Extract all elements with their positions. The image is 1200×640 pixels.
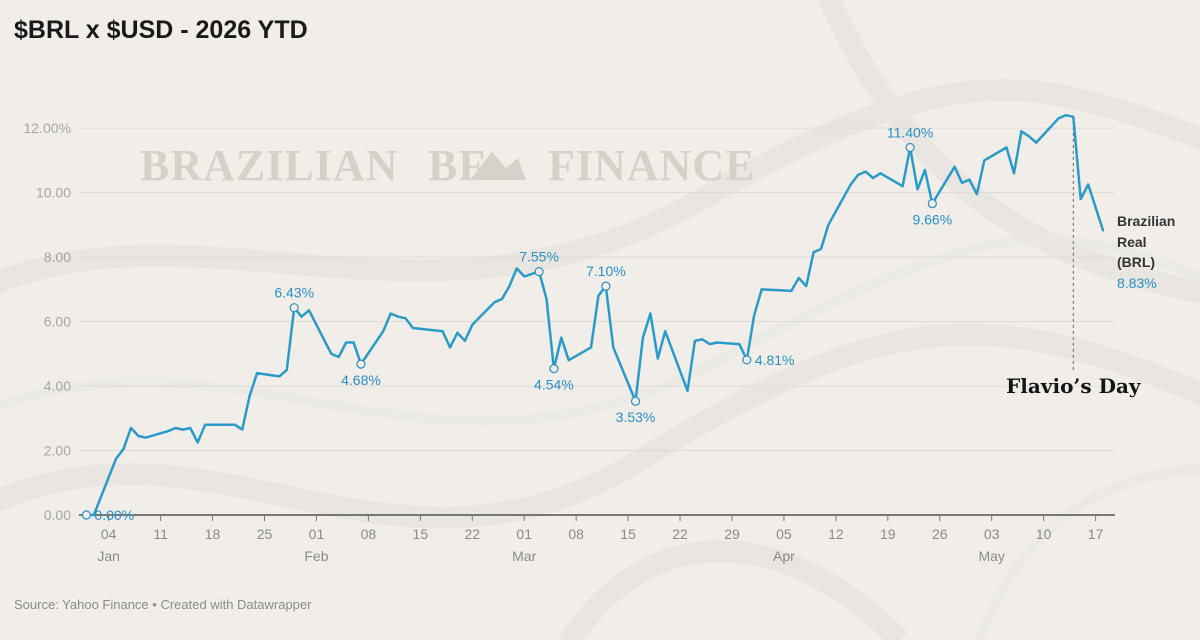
annotation-label: 11.40% <box>887 124 933 140</box>
annotation-label: 4.54% <box>534 377 574 393</box>
annotation-point <box>289 303 299 313</box>
annotation-label: 4.81% <box>755 352 795 368</box>
annotation-label: 0.00% <box>94 507 134 523</box>
annotation-label: 7.55% <box>519 249 559 265</box>
annotation-point <box>742 355 752 365</box>
x-month-label: Feb <box>304 548 328 564</box>
y-tick-label: 0.00 <box>44 507 71 523</box>
annotation-point <box>534 266 544 277</box>
x-tick-label: 01 <box>516 526 532 542</box>
series-name: Brazilian Real (BRL) <box>1117 213 1179 270</box>
annotation-label: 6.43% <box>274 285 314 301</box>
y-tick-label: 6.00 <box>44 314 71 330</box>
annotation-point <box>81 510 92 520</box>
x-tick-label: 04 <box>101 526 117 542</box>
x-month-label: Jan <box>97 548 120 564</box>
annotation-label: 3.53% <box>616 409 656 425</box>
x-tick-label: 18 <box>205 526 221 542</box>
x-tick-label: 10 <box>1036 526 1052 542</box>
annotation-point <box>630 396 641 406</box>
watermark-logo: BF <box>428 141 526 190</box>
event-marker-label: Flavio’s Day <box>1006 374 1142 398</box>
y-tick-label: 2.00 <box>44 443 71 459</box>
y-grid <box>79 127 1115 516</box>
source-note: Source: Yahoo Finance • Created with Dat… <box>14 597 312 612</box>
x-tick-label: 05 <box>776 526 792 542</box>
x-axis: 04 Jan 11 18 25 01 Feb 08 15 22 01 Mar 08 15 22 29 05 Apr… <box>97 515 1104 564</box>
y-tick-label: 12.00% <box>24 120 71 136</box>
annotation-point <box>905 142 915 153</box>
x-tick-label: 22 <box>672 526 688 542</box>
watermark: BRAZILIAN BF FINANCE <box>140 141 755 190</box>
annotation-label: 4.68% <box>341 372 381 388</box>
x-tick-label: 08 <box>568 526 584 542</box>
annotation-label: 9.66% <box>912 212 952 228</box>
series-end-value: 8.83% <box>1117 275 1157 291</box>
annotations: 0.00% 6.43% 4.68% 7.55% 4.54% 7.10% 3.53% 4.81%… <box>81 124 952 523</box>
x-tick-label: 15 <box>620 526 636 542</box>
watermark-text-left: BRAZILIAN <box>140 141 398 190</box>
x-month-label: Apr <box>773 548 795 564</box>
svg-text:BF: BF <box>428 141 486 190</box>
x-tick-label: 26 <box>932 526 948 542</box>
x-tick-label: 22 <box>464 526 480 542</box>
x-tick-label: 12 <box>828 526 844 542</box>
x-tick-label: 25 <box>257 526 273 542</box>
series-end-label: Brazilian Real (BRL) 8.83% <box>1117 213 1179 291</box>
x-tick-label: 19 <box>880 526 896 542</box>
x-tick-label: 08 <box>361 526 377 542</box>
watermark-text-right: FINANCE <box>548 141 755 190</box>
x-tick-label: 11 <box>153 526 168 542</box>
annotation-point <box>356 359 366 369</box>
y-tick-label: 8.00 <box>44 249 71 265</box>
x-tick-label: 17 <box>1088 526 1104 542</box>
y-axis: 0.00 2.00 4.00 6.00 8.00 10.00 12.00% <box>24 120 72 523</box>
x-tick-label: 15 <box>413 526 429 542</box>
event-marker: Flavio’s Day <box>1006 120 1142 398</box>
y-tick-label: 4.00 <box>44 378 71 394</box>
x-month-label: Mar <box>512 548 536 564</box>
x-month-label: May <box>978 548 1004 564</box>
annotation-point <box>549 364 559 374</box>
annotation-label: 7.10% <box>586 263 626 279</box>
x-tick-label: 01 <box>309 526 325 542</box>
chart-title: $BRL x $USD - 2026 YTD <box>14 16 308 44</box>
annotation-point <box>601 281 611 291</box>
x-tick-label: 03 <box>984 526 1000 542</box>
x-tick-label: 29 <box>724 526 740 542</box>
y-tick-label: 10.00 <box>36 185 71 201</box>
annotation-point <box>927 198 937 209</box>
